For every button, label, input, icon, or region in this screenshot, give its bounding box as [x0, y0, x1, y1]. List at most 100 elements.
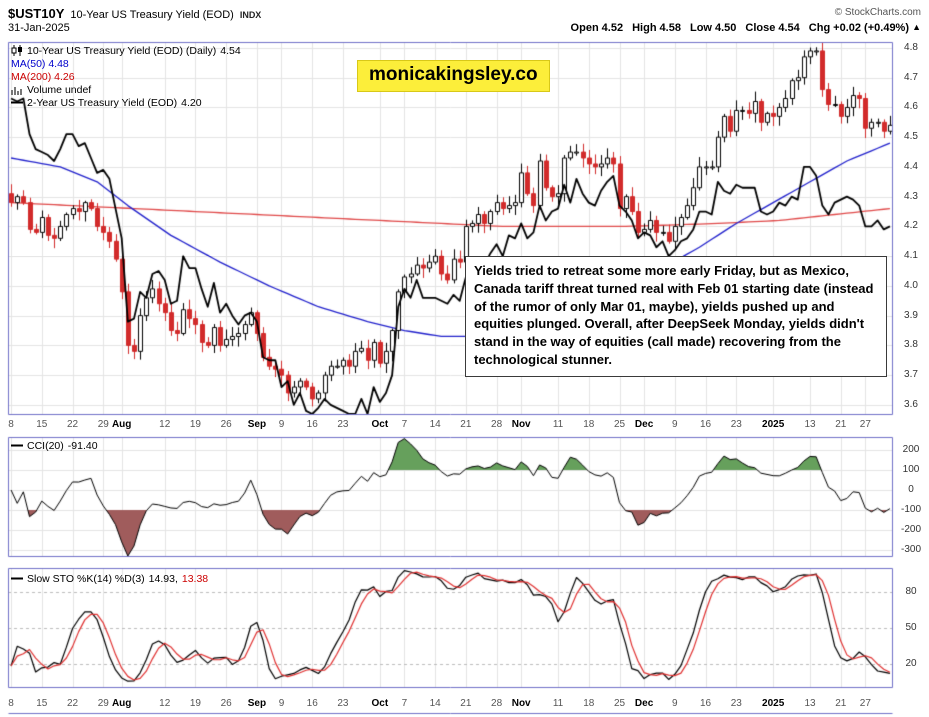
x-axis-month-label: Aug	[111, 698, 132, 709]
y-axis-label: -200	[900, 524, 921, 535]
x-axis-day-label: 15	[36, 419, 48, 430]
x-axis-day-label: 23	[337, 698, 349, 709]
quote-close-value: 4.54	[778, 22, 800, 34]
x-axis-day-label: 12	[159, 419, 171, 430]
x-axis-day-label: 13	[804, 419, 816, 430]
x-axis-month-label: Nov	[511, 698, 531, 709]
x-axis-day-label: 25	[613, 698, 626, 709]
x-axis-day-label: 8	[8, 419, 14, 430]
line-segment-icon	[11, 444, 23, 447]
x-axis-day-label: 16	[306, 419, 318, 430]
volume-label: Volume undef	[27, 83, 92, 96]
x-axis-month-label: Oct	[371, 419, 389, 430]
y-axis-label: 4.3	[904, 190, 918, 202]
y-axis-label: 3.9	[904, 309, 918, 321]
legend-sto: Slow STO %K(14) %D(3) 14.93, 13.38	[11, 572, 208, 585]
legend-2year: 2-Year US Treasury Yield (EOD) 4.20	[11, 96, 241, 109]
quote-low-value: 4.50	[714, 22, 737, 34]
sto-label: Slow STO %K(14) %D(3)	[27, 572, 145, 585]
x-axis-day-label: 27	[859, 419, 871, 430]
x-axis-day-label: 7	[401, 419, 408, 430]
legend-cci: CCI(20) -91.40	[11, 439, 98, 452]
y-axis-label: 4.8	[904, 41, 918, 53]
symbol-ticker: $UST10Y	[8, 6, 65, 21]
main-chart-legend: 10-Year US Treasury Yield (EOD) (Daily) 4…	[11, 44, 241, 109]
x-axis-month-label: Nov	[511, 419, 531, 430]
x-axis-day-label: 19	[189, 698, 201, 709]
x-axis-day-label: 12	[159, 698, 171, 709]
x-axis-month-label: Sep	[247, 419, 267, 430]
watermark-monicakingsley: monicakingsley.co	[357, 60, 550, 92]
y-axis-label: 4.7	[904, 71, 918, 83]
cci-value: -91.40	[67, 439, 98, 452]
y-axis-label: 200	[902, 444, 920, 455]
x-axis-day-label: 18	[583, 698, 595, 709]
y-axis-label: 100	[902, 464, 920, 475]
x-axis-bottom: 8 15 22 29 Aug 12 19 26 Sep 9 16 23 Oct 7 14 21 28 Nov 11 1…	[0, 696, 929, 712]
x-axis-day-label: 15	[36, 698, 48, 709]
quote-change-value: +0.02 (+0.49%)	[833, 22, 910, 34]
quote-high: High 4.58	[632, 22, 681, 34]
quote-high-value: 4.58	[659, 22, 681, 34]
x-axis-day-label: 8	[8, 698, 14, 709]
x-axis-day-label: 21	[835, 419, 847, 430]
x-axis-day-label: 19	[189, 419, 201, 430]
x-axis-day-label: 11	[552, 698, 564, 709]
change-up-arrow-icon: ▲	[912, 22, 921, 32]
y-axis-label: 3.7	[904, 369, 918, 381]
candlestick-icon	[11, 45, 22, 56]
legend-ma50: MA(50) 4.48	[11, 57, 241, 70]
sto-k-value: 14.93,	[148, 572, 178, 585]
x-axis-day-label: 16	[306, 698, 318, 709]
x-axis-day-label: 28	[491, 698, 503, 709]
quote-close-label: Close	[745, 22, 776, 34]
quote-change: Chg +0.02 (+0.49%) ▲	[809, 22, 921, 34]
y-axis-label: 4.1	[904, 250, 918, 262]
x-axis-day-label: 29	[97, 419, 109, 430]
x-axis-day-label: 18	[583, 419, 595, 430]
series2-name: 2-Year US Treasury Yield (EOD)	[27, 96, 178, 109]
x-axis-day-label: 14	[429, 698, 441, 709]
y-axis-label: 50	[905, 622, 917, 633]
x-axis-day-label: 26	[220, 419, 232, 430]
x-axis-day-label: 28	[491, 419, 503, 430]
ma200-label: MA(200) 4.26	[11, 70, 75, 83]
legend-main-series: 10-Year US Treasury Yield (EOD) (Daily) 4…	[11, 44, 241, 57]
x-axis-month-label: Sep	[247, 698, 267, 709]
x-axis-day-label: 14	[429, 419, 441, 430]
line-segment-icon	[11, 101, 23, 104]
quote-open: Open 4.52	[571, 22, 624, 34]
copyright-notice: © StockCharts.com	[834, 7, 921, 18]
annotation-text-box: Yields tried to retreat some more early …	[465, 256, 887, 377]
x-axis-day-label: 27	[859, 698, 871, 709]
x-axis-day-label: 9	[278, 698, 285, 709]
volume-bars-icon	[11, 86, 22, 95]
x-axis-day-label: 9	[278, 419, 285, 430]
y-axis-label: 4.6	[904, 101, 918, 113]
legend-volume: Volume undef	[11, 83, 241, 96]
x-axis-day-label: 29	[97, 698, 109, 709]
y-axis-label: 20	[905, 658, 917, 669]
x-axis-day-label: 25	[613, 419, 626, 430]
y-axis-label: 0	[908, 484, 914, 495]
quote-close: Close 4.54	[745, 22, 799, 34]
legend-ma200: MA(200) 4.26	[11, 70, 241, 83]
line-segment-icon	[11, 577, 23, 580]
x-axis-day-label: 21	[460, 419, 472, 430]
x-axis-day-label: 9	[672, 419, 678, 430]
series-last-value: 4.54	[220, 44, 241, 57]
x-axis-month-label: 2025	[762, 419, 785, 430]
x-axis-day-label: 23	[730, 698, 742, 709]
y-axis-label: 4.5	[904, 131, 918, 143]
instrument-name: 10-Year US Treasury Yield (EOD)	[70, 9, 234, 21]
y-axis-label: 80	[905, 586, 917, 597]
x-axis-month-label: 2025	[762, 698, 785, 709]
x-axis-month-label: Oct	[371, 698, 389, 709]
quote-high-label: High	[632, 22, 657, 34]
x-axis-day-label: 26	[220, 698, 232, 709]
x-axis-top: 8 15 22 29 Aug 12 19 26 Sep 9 16 23 Oct 7 14 21 28 Nov 11 1…	[0, 417, 929, 433]
y-axis-label: 4.2	[904, 220, 918, 232]
cci-label: CCI(20)	[27, 439, 64, 452]
x-axis-day-label: 16	[699, 419, 712, 430]
